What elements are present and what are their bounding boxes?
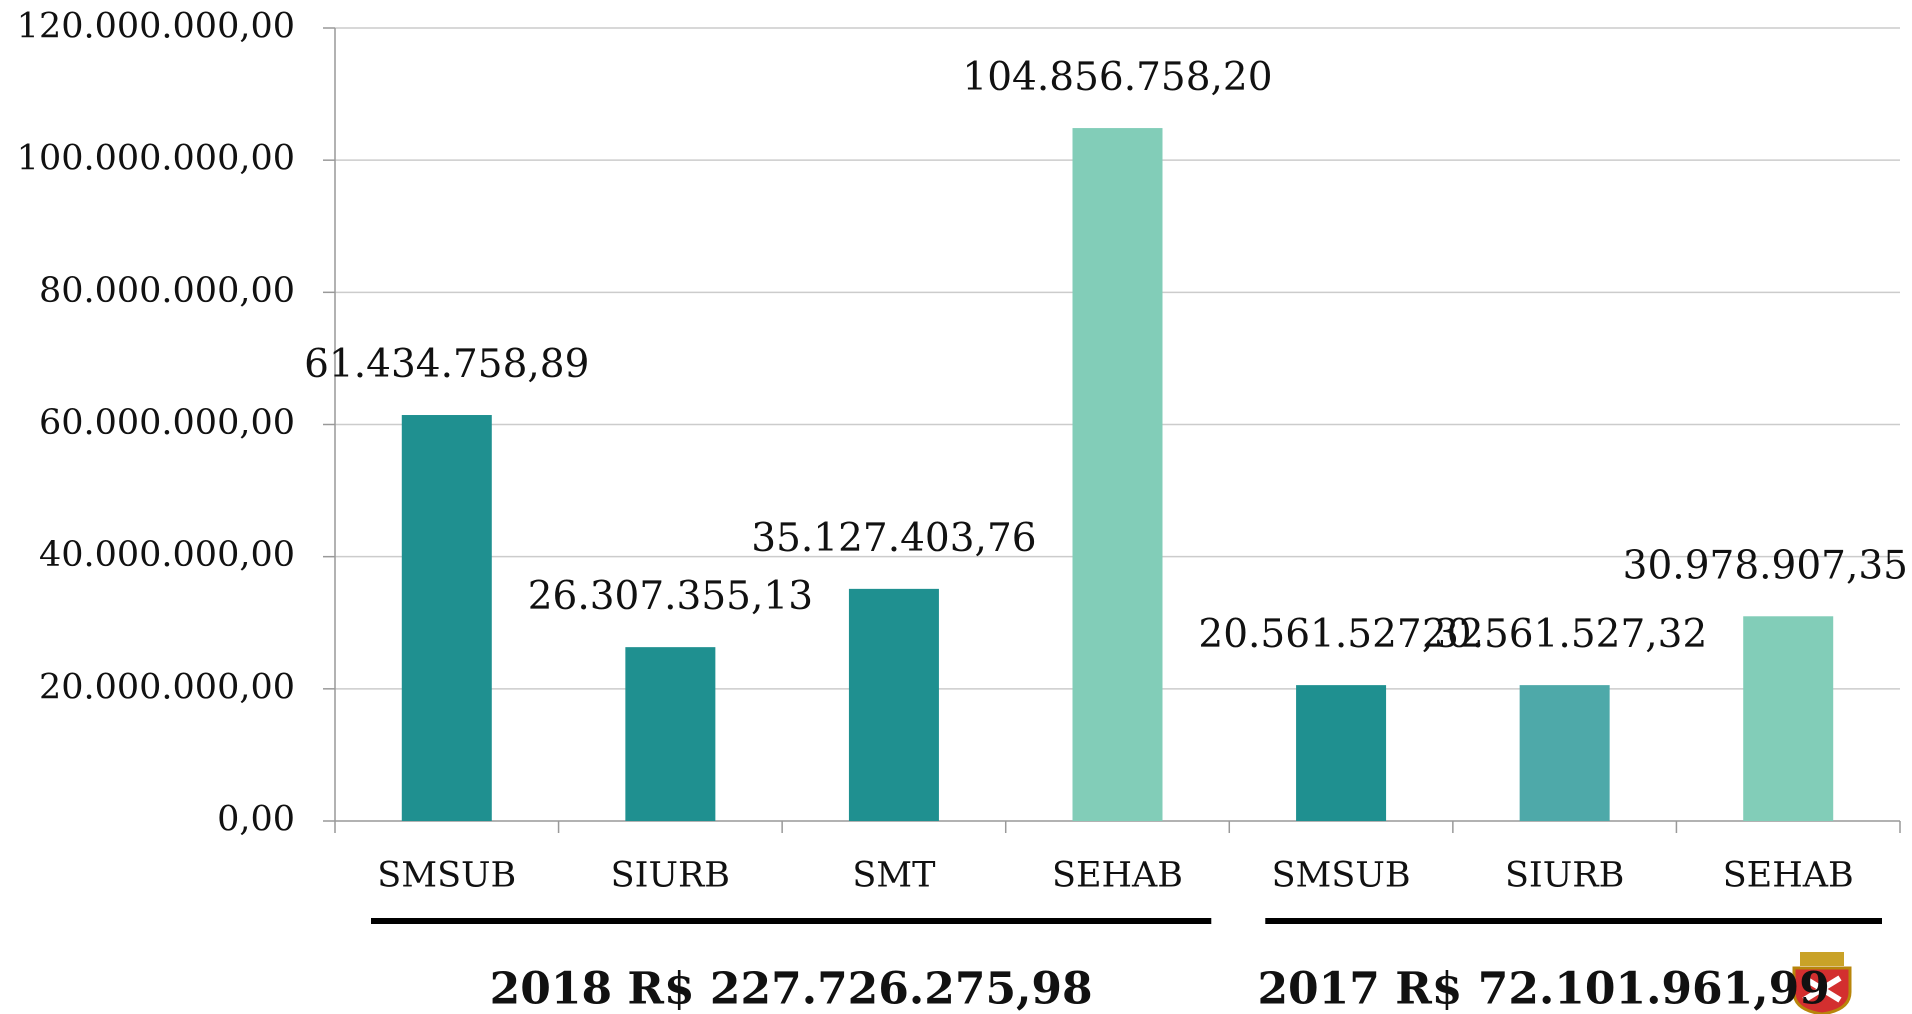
value-label: 26.307.355,13 <box>528 574 813 619</box>
bar <box>1296 685 1387 821</box>
value-label: 30.978.907,35 <box>1623 543 1908 588</box>
y-tick-label: 40.000.000,00 <box>39 535 295 575</box>
value-label: 61.434.758,89 <box>304 342 589 387</box>
bar <box>401 415 492 821</box>
group-label: 2017 R$ 72.101.961,99 <box>1257 964 1829 1014</box>
y-tick-label: 0,00 <box>217 800 295 840</box>
bar <box>1519 685 1610 821</box>
coat-of-arms <box>1792 952 1852 1014</box>
x-tick-label: SEHAB <box>1723 856 1854 896</box>
value-label: 104.856.758,20 <box>962 55 1272 100</box>
bar <box>1072 128 1163 821</box>
y-tick-label: 100.000.000,00 <box>17 139 295 179</box>
bar <box>848 588 939 821</box>
y-tick-label: 120.000.000,00 <box>17 7 295 47</box>
x-tick-label: SIURB <box>611 856 730 896</box>
bar <box>1743 616 1834 821</box>
bar <box>625 647 716 821</box>
value-label: 35.127.403,76 <box>751 516 1036 561</box>
x-tick-label: SMSUB <box>1272 856 1411 896</box>
value-label: 20.561.527,32 <box>1422 612 1707 657</box>
y-tick-label: 60.000.000,00 <box>39 403 295 443</box>
x-tick-label: SIURB <box>1505 856 1624 896</box>
x-tick-label: SMSUB <box>377 856 516 896</box>
x-tick-label: SMT <box>852 856 935 896</box>
value-label: 20.561.527,32 <box>1198 612 1483 657</box>
x-tick-label: SEHAB <box>1052 856 1183 896</box>
group-label: 2018 R$ 227.726.275,98 <box>490 964 1093 1014</box>
y-tick-label: 20.000.000,00 <box>39 667 295 707</box>
y-tick-label: 80.000.000,00 <box>39 271 295 311</box>
